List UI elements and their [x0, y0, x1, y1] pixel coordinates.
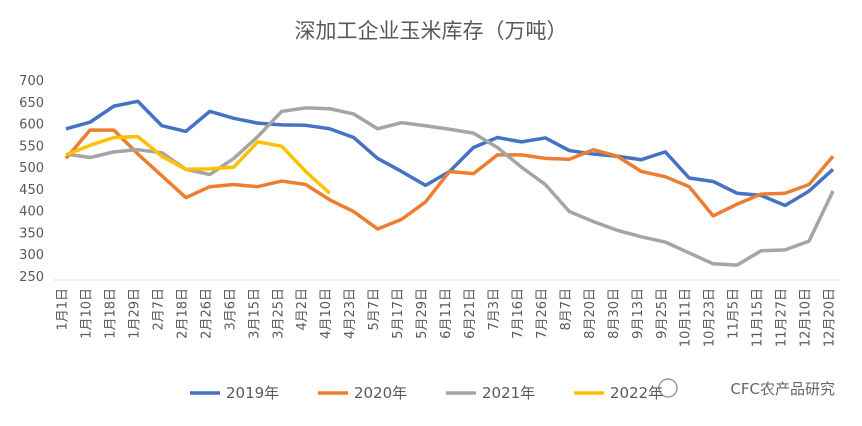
- series-line: [65, 99, 835, 208]
- x-tick-label: 4月23日: [343, 288, 358, 339]
- x-tick-label: 7月3日: [487, 288, 502, 331]
- y-tick-label: 250: [19, 270, 44, 285]
- x-tick-label: 11月15日: [751, 288, 766, 347]
- x-tick-label: 6月21日: [463, 288, 478, 339]
- series-line: [64, 128, 835, 231]
- x-tick-label: 2月18日: [175, 288, 190, 339]
- y-tick-label: 300: [19, 248, 44, 263]
- x-tick-label: 12月20日: [823, 288, 838, 347]
- x-tick-label: 2月7日: [151, 288, 166, 331]
- legend-label: 2020年: [354, 384, 407, 402]
- x-tick-label: 8月20日: [583, 288, 598, 339]
- x-tick-label: 8月7日: [559, 288, 574, 331]
- y-tick-label: 350: [19, 226, 44, 241]
- x-tick-label: 4月2日: [295, 288, 310, 331]
- x-tick-label: 9月13日: [631, 288, 646, 339]
- x-tick-label: 5月7日: [367, 288, 382, 331]
- legend-label: 2021年: [482, 384, 535, 402]
- x-tick-label: 1月10日: [80, 288, 95, 339]
- x-tick-label: 11月27日: [775, 288, 790, 347]
- x-tick-label: 1月29日: [127, 288, 142, 339]
- x-tick-label: 2月26日: [199, 288, 214, 339]
- x-tick-label: 3月6日: [223, 288, 238, 331]
- y-tick-label: 400: [19, 205, 44, 220]
- y-tick-label: 600: [19, 118, 44, 133]
- x-tick-label: 10月11日: [679, 288, 694, 347]
- x-tick-label: 7月16日: [511, 288, 526, 339]
- watermark-icon: [658, 378, 678, 398]
- x-tick-label: 4月10日: [319, 288, 334, 339]
- x-tick-label: 5月29日: [415, 288, 430, 339]
- y-tick-label: 500: [19, 161, 44, 176]
- y-tick-label: 650: [19, 96, 44, 111]
- x-tick-label: 7月26日: [535, 288, 550, 339]
- y-tick-label: 450: [19, 183, 44, 198]
- x-tick-label: 3月25日: [271, 288, 286, 339]
- x-tick-label: 5月17日: [391, 288, 406, 339]
- x-tick-label: 11月5日: [727, 288, 742, 339]
- x-tick-label: 1月1日: [56, 288, 71, 331]
- x-tick-label: 12月10日: [799, 288, 814, 347]
- legend-label: 2019年: [226, 384, 279, 402]
- x-tick-label: 6月11日: [439, 288, 454, 339]
- x-tick-label: 10月23日: [703, 288, 718, 347]
- x-tick-label: 3月15日: [247, 288, 262, 339]
- chart-title: 深加工企业玉米库存（万吨）: [295, 19, 568, 43]
- series-line: [65, 134, 331, 195]
- x-tick-label: 9月25日: [655, 288, 670, 339]
- x-tick-label: 8月30日: [607, 288, 622, 339]
- y-tick-label: 700: [19, 74, 44, 89]
- legend-label: 2022年: [610, 384, 663, 402]
- series-line: [65, 106, 835, 267]
- watermark: CFC农产品研究: [730, 380, 835, 398]
- x-tick-label: 1月18日: [103, 288, 118, 339]
- y-tick-label: 550: [19, 139, 44, 154]
